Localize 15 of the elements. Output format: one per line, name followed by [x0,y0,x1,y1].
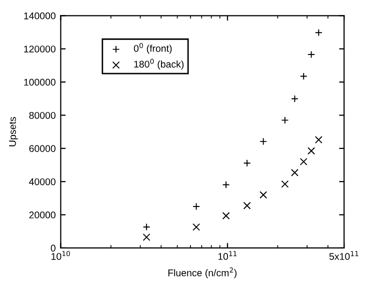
y-axis-title: Upsets [9,117,18,146]
x-tick-label: 10$^{11}$ [218,251,237,260]
x-tick-label: 5x10$^{11}$ [329,251,358,260]
y-tick-label: 40000 [29,178,56,186]
y-tick-label: 0 [50,244,56,252]
y-tick-label: 120000 [24,46,56,52]
y-tick-label: 60000 [29,145,56,152]
y-tick-label: 100000 [24,78,56,86]
y-tick-label: 140000 [24,12,56,20]
legend-label: 0$^{0}$ (front) [134,43,172,54]
x-tick-label: 10$^{10}$ [52,251,70,260]
y-tick-label: 20000 [29,212,56,218]
y-tick-label: 80000 [29,112,56,119]
x-axis-title: Fluence (n/cm$^{2}$) [168,267,237,278]
legend-label: 180$^{0}$ (back) [134,58,184,70]
